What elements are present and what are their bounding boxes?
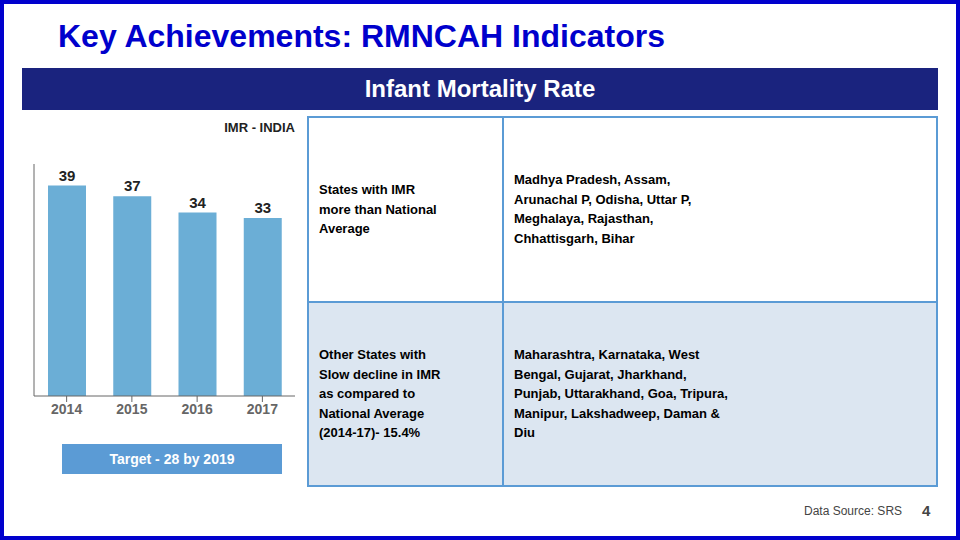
svg-text:34: 34 — [189, 194, 206, 211]
svg-text:2017: 2017 — [247, 401, 278, 417]
html-text:Madhya Pradesh, Assam, Arunach: Madhya Pradesh, Assam, Arunachal P, Odis… — [514, 172, 692, 246]
html-text:Infant Mortality Rate: Infant Mortality Rate — [364, 75, 596, 102]
svg-text:33: 33 — [254, 199, 271, 216]
html-text:Other States with Slow decline: Other States with Slow decline in IMR as… — [319, 347, 441, 440]
svg-text:2016: 2016 — [182, 401, 213, 417]
html-text:Maharashtra, Karnataka, West B: Maharashtra, Karnataka, West Bengal, Guj… — [514, 347, 728, 440]
html-text:States with IMR more than Nati: States with IMR more than National Avera… — [319, 182, 437, 236]
html-text:4: 4 — [922, 502, 931, 519]
svg-text:39: 39 — [59, 167, 76, 184]
svg-text:2015: 2015 — [116, 401, 147, 417]
svg-text:37: 37 — [124, 177, 141, 194]
html-text:Key Achievements: RMNCAH Indic: Key Achievements: RMNCAH Indicators — [58, 18, 665, 54]
html-text:Data Source: SRS: Data Source: SRS — [804, 504, 902, 518]
html-text:IMR - INDIA: IMR - INDIA — [224, 120, 295, 135]
html-text:Target - 28 by 2019: Target - 28 by 2019 — [109, 451, 235, 467]
svg-text:2014: 2014 — [51, 401, 82, 417]
